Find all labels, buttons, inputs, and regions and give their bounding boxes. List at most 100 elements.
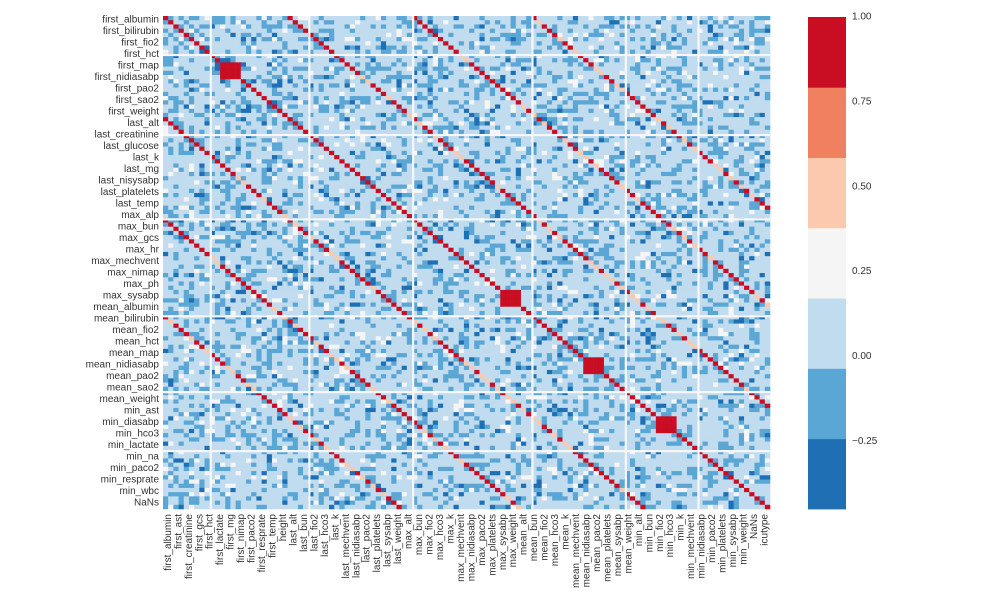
heatmap-cell — [671, 125, 677, 131]
heatmap-cell — [495, 138, 501, 143]
heatmap-cell — [671, 100, 677, 105]
heatmap-cell — [583, 163, 589, 168]
heatmap-cell — [246, 167, 252, 173]
heatmap-cell — [282, 83, 288, 88]
heatmap-cell — [718, 83, 724, 88]
heatmap-cell — [178, 96, 185, 101]
heatmap-cell — [619, 16, 626, 21]
heatmap-cell — [365, 192, 371, 198]
heatmap-cell — [246, 79, 252, 84]
heatmap-cell — [168, 96, 174, 101]
heatmap-cell — [194, 62, 200, 67]
heatmap-cell — [666, 129, 672, 135]
heatmap-cell — [354, 24, 361, 29]
heatmap-cell — [686, 37, 693, 42]
heatmap-cell — [292, 24, 299, 29]
heatmap-cell — [697, 176, 703, 181]
heatmap-cell — [536, 176, 543, 181]
heatmap-cell — [194, 70, 200, 76]
heatmap-cell — [562, 121, 568, 126]
heatmap-cell — [609, 100, 615, 105]
heatmap-cell — [536, 138, 543, 143]
heatmap-cell — [204, 133, 210, 139]
heatmap-cell — [749, 188, 755, 194]
heatmap-cell — [655, 121, 662, 126]
heatmap-cell — [619, 159, 626, 164]
heatmap-cell — [697, 129, 703, 135]
heatmap-cell — [365, 150, 371, 156]
heatmap-cell — [572, 16, 579, 21]
heatmap-cell — [598, 176, 605, 181]
heatmap-cell — [702, 125, 709, 131]
heatmap-cell — [246, 45, 252, 51]
heatmap-cell — [598, 74, 605, 80]
heatmap-cell — [469, 180, 475, 185]
heatmap-cell — [386, 108, 392, 114]
heatmap-cell — [562, 53, 568, 59]
heatmap-cell — [386, 138, 392, 143]
heatmap-cell — [738, 104, 745, 109]
heatmap-cell — [712, 28, 719, 34]
heatmap-cell — [432, 155, 439, 160]
heatmap-cell — [318, 45, 325, 51]
heatmap-cell — [676, 117, 683, 122]
heatmap-cell — [469, 155, 475, 160]
heatmap-cell — [323, 112, 330, 118]
heatmap-cell — [188, 49, 195, 55]
heatmap-cell — [495, 121, 501, 126]
heatmap-cell — [199, 58, 205, 63]
heatmap-cell — [531, 96, 537, 101]
heatmap-cell — [557, 138, 563, 143]
heatmap-cell — [246, 117, 252, 122]
heatmap-cell — [437, 129, 444, 135]
heatmap-cell — [754, 121, 760, 126]
heatmap-cell — [749, 49, 755, 55]
heatmap-cell — [194, 83, 200, 88]
heatmap-cell — [292, 133, 299, 139]
heatmap-cell — [500, 28, 506, 34]
heatmap-cell — [308, 155, 314, 160]
heatmap-cell — [391, 163, 397, 168]
heatmap-cell — [437, 37, 444, 42]
heatmap-cell — [624, 167, 631, 173]
heatmap-cell — [375, 41, 382, 46]
heatmap-cell — [292, 125, 299, 131]
heatmap-cell — [432, 83, 439, 88]
heatmap-cell — [365, 41, 371, 46]
heatmap-cell — [707, 159, 714, 164]
heatmap-cell — [261, 167, 268, 173]
heatmap-cell — [380, 146, 387, 152]
heatmap-cell — [365, 121, 371, 126]
heatmap-cell — [764, 121, 771, 126]
heatmap-cell — [391, 129, 397, 135]
heatmap-cell — [557, 49, 563, 55]
heatmap-cell — [609, 41, 615, 46]
heatmap-cell — [510, 100, 517, 105]
heatmap-cell — [749, 37, 755, 42]
heatmap-cell — [422, 79, 428, 84]
heatmap-cell — [510, 28, 517, 34]
heatmap-cell — [598, 112, 605, 118]
heatmap-cell — [453, 192, 460, 198]
heatmap-cell — [749, 91, 755, 97]
heatmap-cell — [204, 66, 210, 72]
heatmap-cell — [448, 66, 454, 72]
heatmap-cell — [453, 100, 460, 105]
heatmap-cell — [671, 49, 677, 55]
heatmap-cell — [370, 37, 377, 42]
heatmap-cell — [635, 28, 641, 34]
heatmap-cell — [386, 167, 392, 173]
heatmap-cell — [266, 188, 273, 194]
heatmap-cell — [676, 138, 683, 143]
heatmap-cell — [297, 79, 304, 84]
heatmap-cell — [271, 188, 278, 194]
heatmap-cell — [240, 121, 247, 126]
heatmap-cell — [209, 66, 216, 72]
heatmap-cell — [214, 96, 221, 101]
heatmap-cell — [479, 96, 485, 101]
heatmap-cell — [339, 167, 345, 173]
heatmap-cell — [707, 70, 714, 76]
heatmap-cell — [188, 159, 195, 164]
heatmap-cell — [489, 125, 496, 131]
heatmap-cell — [500, 24, 506, 29]
